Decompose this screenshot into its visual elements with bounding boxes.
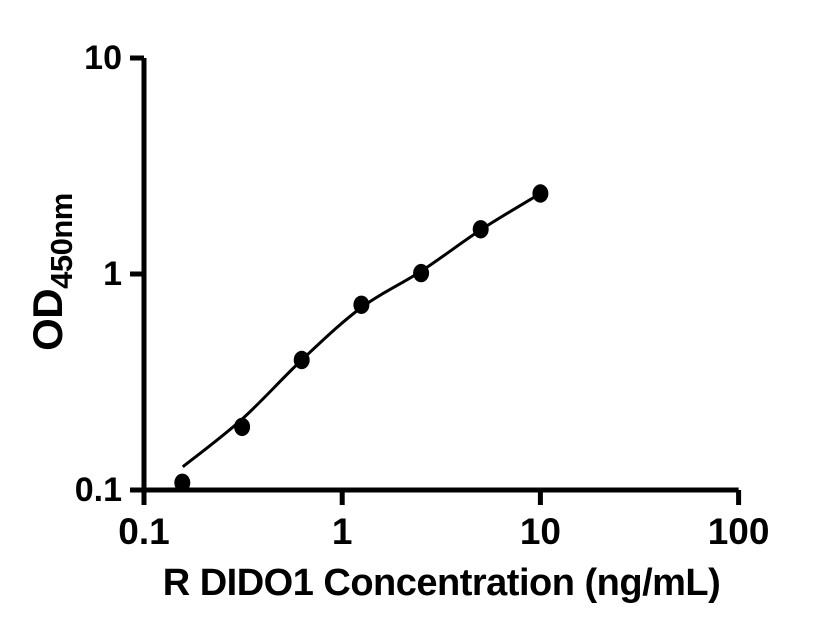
data-point <box>413 263 430 283</box>
y-tick-label: 1 <box>103 255 122 293</box>
y-axis-title: OD450nm <box>24 193 80 351</box>
y-axis-title-main: OD <box>24 288 71 351</box>
x-axis-title: R DIDO1 Concentration (ng/mL) <box>162 562 721 604</box>
x-tick-label: 1 <box>332 511 353 552</box>
data-point <box>353 295 370 314</box>
data-point <box>532 184 549 203</box>
data-point <box>174 473 191 492</box>
x-tick-label: 100 <box>708 511 770 552</box>
data-point <box>472 220 489 239</box>
y-tick-label: 10 <box>84 39 122 77</box>
data-point <box>293 350 310 370</box>
y-tick-label: 0.1 <box>75 471 122 509</box>
data-point <box>234 417 251 437</box>
x-tick-label: 0.1 <box>118 511 169 552</box>
y-axis-title-subscript: 450nm <box>44 193 79 289</box>
x-tick-label: 10 <box>520 511 561 552</box>
